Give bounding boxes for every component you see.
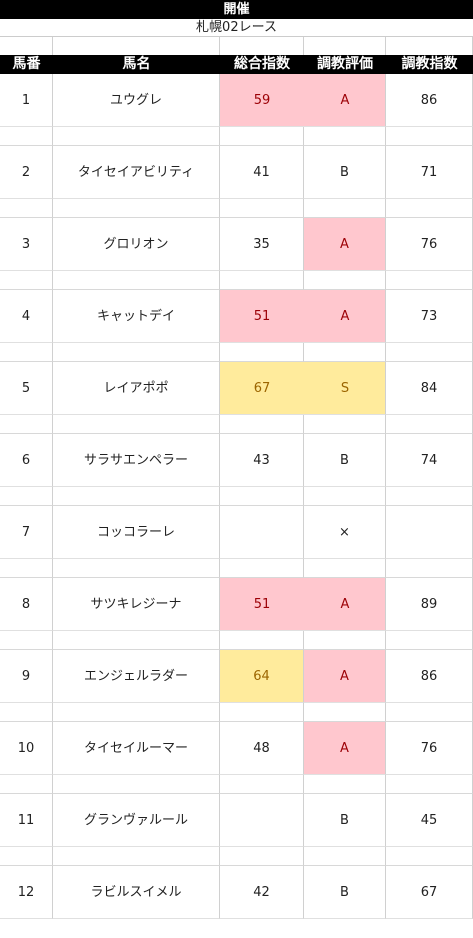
- total-index-cell: 42: [220, 866, 304, 919]
- total-index-cell: [220, 794, 304, 847]
- total-index-cell: 41: [220, 146, 304, 199]
- training-index-cell: 74: [386, 434, 473, 487]
- training-index-cell: 45: [386, 794, 473, 847]
- training-grade-cell: A: [304, 722, 386, 775]
- horse-number-cell: 4: [0, 290, 53, 343]
- horse-name-cell: コッコラーレ: [53, 506, 220, 559]
- horse-name-cell: レイアポポ: [53, 362, 220, 415]
- horse-number-cell: 3: [0, 218, 53, 271]
- spreadsheet: 開催 札幌02レース 馬番 馬名 総合指数 調教評価 調教指数 1 ユウグレ 5…: [0, 0, 473, 919]
- total-index-cell: [220, 506, 304, 559]
- table-row: 1 ユウグレ 59 A 86: [0, 74, 473, 146]
- table-row: 7 コッコラーレ ×: [0, 506, 473, 578]
- training-grade-cell: B: [304, 434, 386, 487]
- horse-name-cell: ユウグレ: [53, 74, 220, 127]
- horse-name-cell: エンジェルラダー: [53, 650, 220, 703]
- highlight-block: 51 A: [220, 578, 386, 631]
- header-training-index: 調教指数: [401, 56, 458, 72]
- total-index-cell: 35: [220, 218, 304, 271]
- training-index-cell: 86: [386, 650, 473, 703]
- horse-table: 1 ユウグレ 59 A 86 2 タイセイアビリティ 41 B 71 3 グロリ…: [0, 74, 473, 938]
- horse-number-cell: 2: [0, 146, 53, 199]
- horse-number-cell: 11: [0, 794, 53, 847]
- horse-number-cell: 6: [0, 434, 53, 487]
- column-header-row: 馬番 馬名 総合指数 調教評価 調教指数: [0, 55, 473, 74]
- blank-cell: [220, 37, 304, 55]
- total-index-cell: 59: [253, 93, 271, 108]
- horse-number-cell: 10: [0, 722, 53, 775]
- horse-number-cell: 1: [0, 74, 53, 127]
- horse-number-cell: 12: [0, 866, 53, 919]
- horse-name-cell: タイセイルーマー: [53, 722, 220, 775]
- total-index-cell: 43: [220, 434, 304, 487]
- training-grade-cell: ×: [304, 506, 386, 559]
- training-grade-cell: A: [304, 218, 386, 271]
- table-row: 2 タイセイアビリティ 41 B 71: [0, 146, 473, 218]
- training-index-cell: [386, 506, 473, 559]
- horse-number-cell: 7: [0, 506, 53, 559]
- header-training-grade: 調教評価: [317, 56, 373, 72]
- blank-cell: [386, 37, 473, 55]
- training-grade-cell: B: [304, 146, 386, 199]
- training-grade-cell: S: [340, 381, 350, 396]
- horse-number-cell: 8: [0, 578, 53, 631]
- highlight-block: 51 A: [220, 290, 386, 343]
- highlight-block: 67 S: [220, 362, 386, 415]
- training-grade-cell: A: [340, 597, 350, 612]
- table-row: 10 タイセイルーマー 48 A 76: [0, 722, 473, 794]
- training-grade-cell: A: [340, 93, 350, 108]
- horse-name-cell: グランヴァルール: [53, 794, 220, 847]
- training-grade-cell: B: [304, 794, 386, 847]
- horse-name-cell: キャットデイ: [53, 290, 220, 343]
- table-row: 8 サツキレジーナ 51 A 89: [0, 578, 473, 650]
- horse-name-cell: サラサエンペラー: [53, 434, 220, 487]
- horse-name-cell: サツキレジーナ: [53, 578, 220, 631]
- training-grade-cell: A: [340, 309, 350, 324]
- training-grade-cell: A: [304, 650, 386, 703]
- training-index-cell: 76: [386, 722, 473, 775]
- training-grade-cell: B: [304, 866, 386, 919]
- training-index-cell: 84: [386, 362, 473, 415]
- total-index-cell: 64: [220, 650, 304, 703]
- horse-number-cell: 9: [0, 650, 53, 703]
- total-index-cell: 48: [220, 722, 304, 775]
- table-row: 6 サラサエンペラー 43 B 74: [0, 434, 473, 506]
- training-index-cell: 89: [386, 578, 473, 631]
- blank-cell: [0, 37, 53, 55]
- blank-cell: [53, 37, 220, 55]
- table-row: 5 レイアポポ 67 S 84: [0, 362, 473, 434]
- training-index-cell: 71: [386, 146, 473, 199]
- table-row: 4 キャットデイ 51 A 73: [0, 290, 473, 362]
- training-index-cell: 86: [386, 74, 473, 127]
- race-subtitle: 札幌02レース: [0, 19, 473, 37]
- table-row: 12 ラビルスイメル 42 B 67: [0, 866, 473, 938]
- header-horse-name: 馬名: [122, 56, 151, 72]
- training-index-cell: 73: [386, 290, 473, 343]
- total-index-cell: 67: [253, 381, 271, 396]
- table-row: 9 エンジェルラダー 64 A 86: [0, 650, 473, 722]
- table-row: 11 グランヴァルール B 45: [0, 794, 473, 866]
- blank-cell: [304, 37, 386, 55]
- horse-number-cell: 5: [0, 362, 53, 415]
- highlight-block: 59 A: [220, 74, 386, 127]
- horse-name-cell: ラビルスイメル: [53, 866, 220, 919]
- total-index-cell: 51: [253, 597, 271, 612]
- header-horse-number: 馬番: [12, 56, 41, 72]
- header-total-index: 総合指数: [234, 56, 290, 72]
- sheet-title: 開催: [0, 0, 473, 19]
- blank-row: [0, 37, 473, 55]
- table-row: 3 グロリオン 35 A 76: [0, 218, 473, 290]
- training-index-cell: 67: [386, 866, 473, 919]
- horse-name-cell: タイセイアビリティ: [53, 146, 220, 199]
- total-index-cell: 51: [253, 309, 271, 324]
- horse-name-cell: グロリオン: [53, 218, 220, 271]
- training-index-cell: 76: [386, 218, 473, 271]
